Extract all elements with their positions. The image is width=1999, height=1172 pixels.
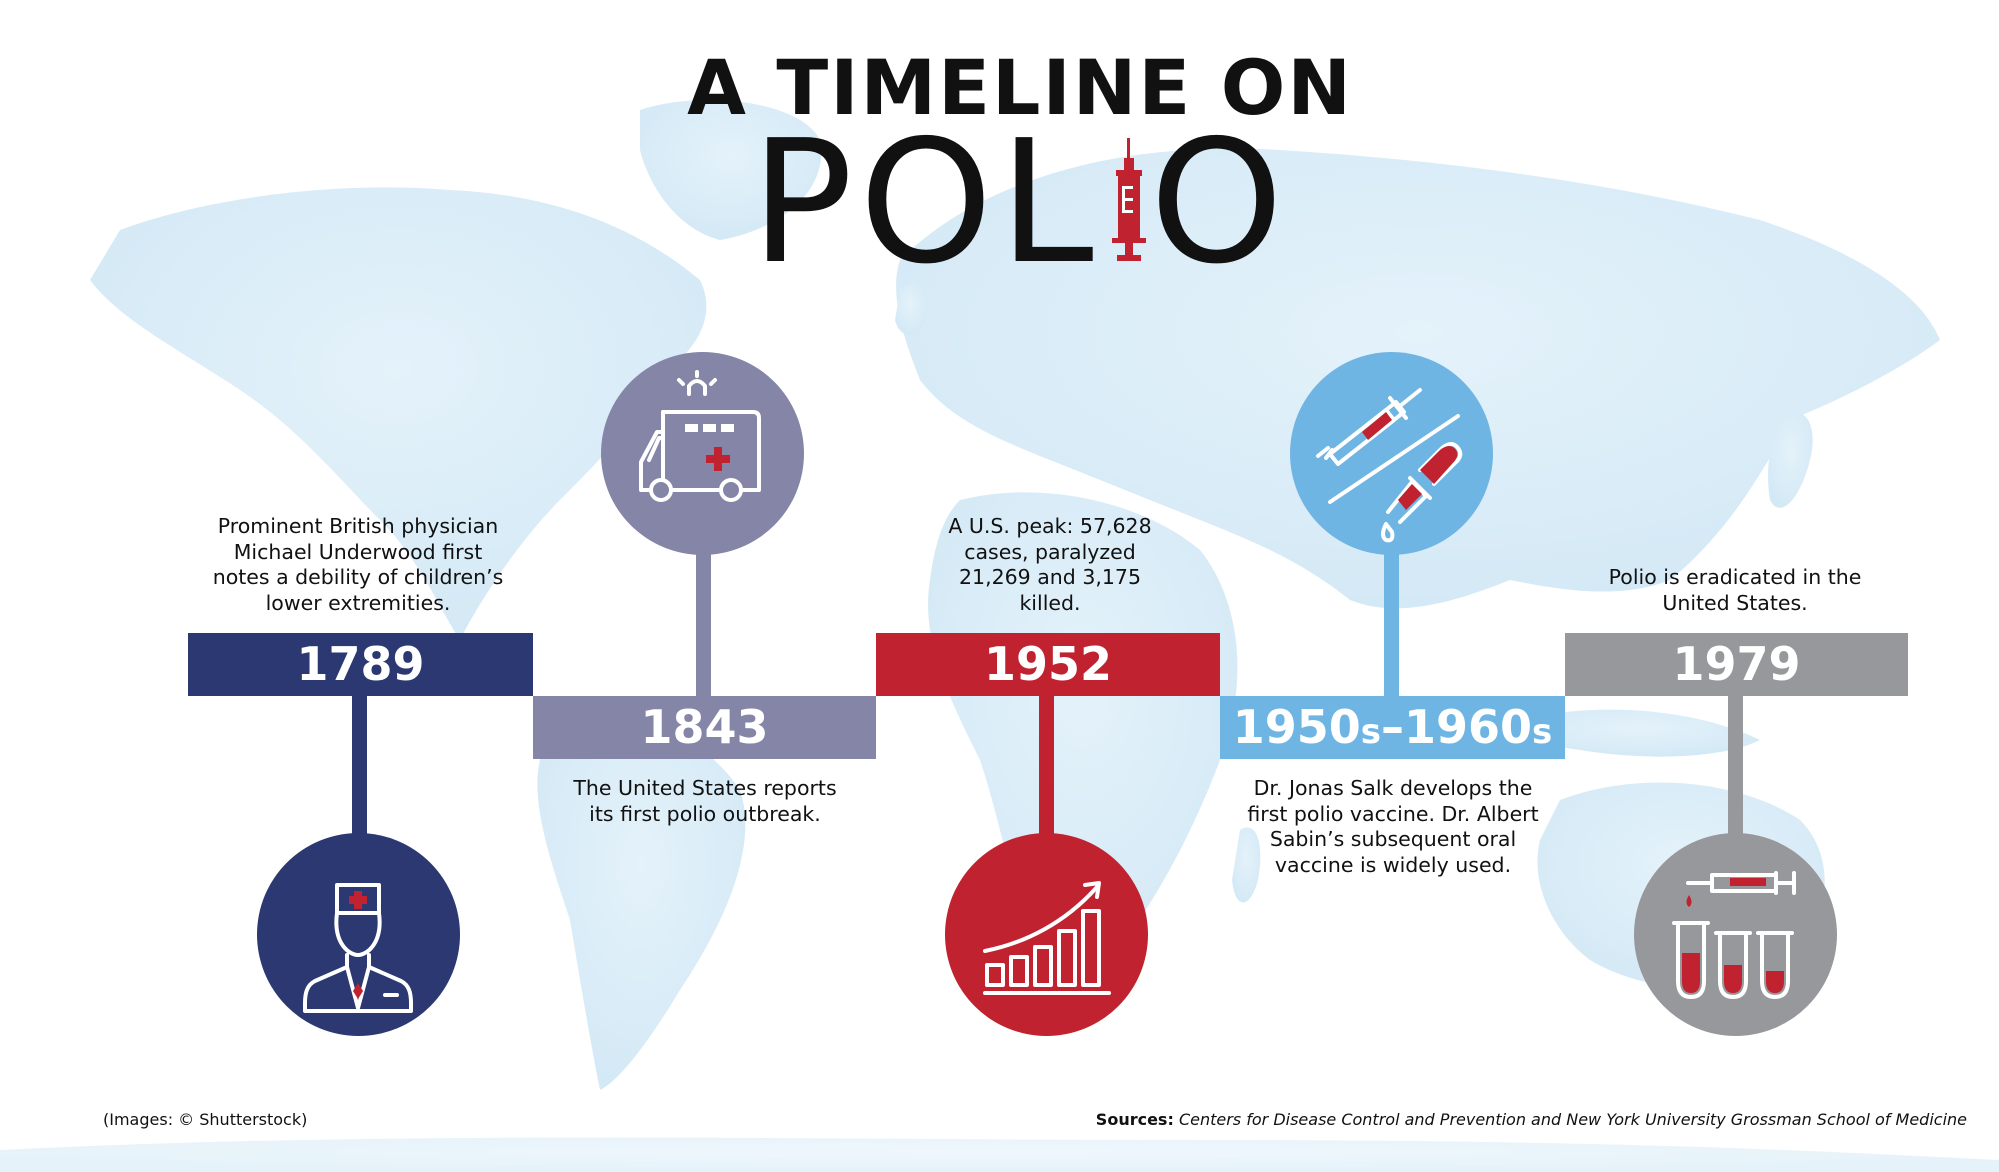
event-1950s-year: 1950s–1960s [1233,700,1553,754]
event-1952-stem [1039,696,1054,836]
event-1843-icon-circle [601,352,804,555]
year-suffix-2: s [1532,712,1553,752]
test-tubes-icon [1672,871,1796,999]
syringe-title-icon [1112,138,1146,261]
event-1952-description: A U.S. peak: 57,628 cases, paralyzed 21,… [948,514,1152,615]
event-1979-stem [1728,696,1743,836]
event-1843-year-bar: 1843 [533,696,876,759]
event-1952-year-bar: 1952 [876,633,1220,696]
sources-text: Centers for Disease Control and Preventi… [1178,1110,1967,1129]
event-1789-year-bar: 1789 [188,633,533,696]
year-suffix-1: s [1360,712,1381,752]
year-dash: – [1381,700,1404,754]
event-1950s-stem [1384,553,1399,696]
syringe-dropper-icon [1316,388,1463,543]
event-1979-icon-circle [1634,833,1837,1036]
event-1979-description: Polio is eradicated in the United States… [1608,565,1862,615]
year-1950: 1950 [1232,700,1361,754]
title-line-1: A TIMELINE ON [687,43,1353,132]
year-1960: 1960 [1404,700,1533,754]
event-1789-icon-circle [257,833,460,1036]
title-word-left: POL [750,104,1100,302]
event-1950s-icon-circle [1290,352,1493,555]
event-1843-description: The United States reports its first poli… [573,776,837,826]
event-1789-year: 1789 [296,637,425,691]
ambulance-icon [639,370,761,502]
images-credit: (Images: © Shutterstock) [103,1110,308,1129]
event-1979-year: 1979 [1672,637,1801,691]
title-main: POL O [0,118,1999,288]
event-1952-year: 1952 [983,637,1113,691]
event-1789-stem [352,696,367,836]
event-1979-year-bar: 1979 [1565,633,1908,696]
doctor-icon [303,883,413,1013]
event-1952-icon-circle [945,833,1148,1036]
event-1950s-description: Dr. Jonas Salk develops the first polio … [1247,776,1539,877]
sources-label: Sources: [1095,1110,1174,1129]
event-1950s-year-bar: 1950s–1960s [1220,696,1565,759]
event-1843-stem [696,553,711,696]
event-1789-description: Prominent British physician Michael Unde… [212,514,504,615]
event-1843-year: 1843 [640,700,769,754]
title-word-right: O [1149,104,1290,302]
rising-chart-icon [983,881,1111,995]
sources-line: Sources: Centers for Disease Control and… [1096,1110,1967,1129]
